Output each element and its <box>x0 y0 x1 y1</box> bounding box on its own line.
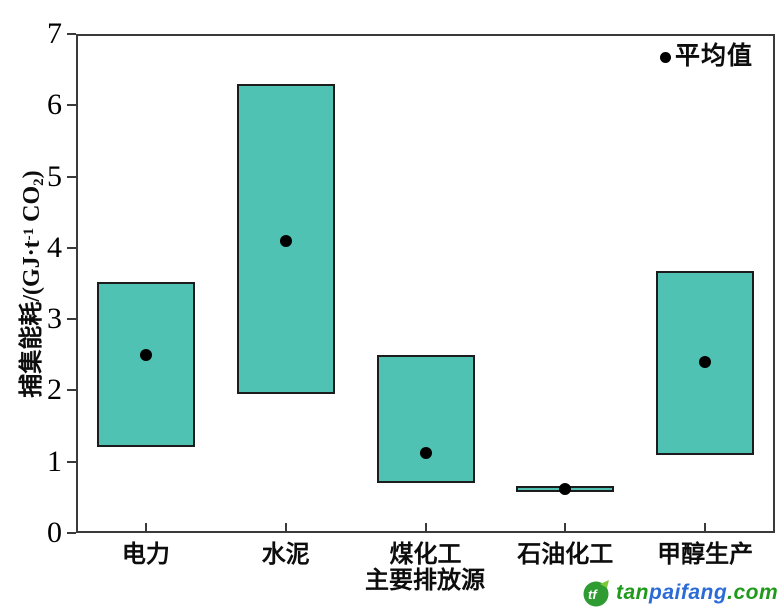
logo-letters: tf <box>588 587 598 602</box>
x-category-label: 甲醇生产 <box>657 542 754 568</box>
y-axis-title-suffix: ) <box>19 170 45 179</box>
mean-point <box>139 348 152 361</box>
y-tick-label: 0 <box>47 516 62 549</box>
mean-dot-icon <box>660 51 671 63</box>
x-category-label: 水泥 <box>261 542 310 568</box>
y-axis-title-subscript: 2 <box>31 178 47 186</box>
y-tick-label: 4 <box>47 230 62 264</box>
x-axis-tick <box>564 523 567 531</box>
tanpaifang-logo-icon: tf <box>583 580 609 607</box>
watermark-paifang: paifang <box>649 581 728 604</box>
y-axis-tick <box>67 460 76 463</box>
legend: 平均值 <box>660 42 753 72</box>
y-axis-tick <box>67 532 76 534</box>
y-tick-label: 1 <box>47 444 62 478</box>
legend-label: 平均值 <box>675 43 754 70</box>
y-tick-label: 6 <box>47 88 62 122</box>
y-axis-title-mid: CO <box>19 185 45 228</box>
watermark-tan: tan <box>616 581 649 604</box>
x-category-label: 石油化工 <box>517 542 614 568</box>
x-axis-tick <box>424 523 427 531</box>
y-axis-tick <box>67 318 76 321</box>
y-axis-tick <box>67 389 76 392</box>
y-tick-label: 2 <box>47 373 62 407</box>
y-axis-title-prefix: 捕集能耗/(GJ·t <box>19 240 45 398</box>
y-axis-tick <box>67 175 76 178</box>
y-tick-label: 5 <box>47 159 62 193</box>
y-axis-title: 捕集能耗/(GJ·t-1 CO2) <box>14 84 47 484</box>
x-axis-title: 主要排放源 <box>365 568 485 594</box>
x-axis-tick <box>704 523 707 531</box>
range-bar <box>376 354 475 484</box>
x-category-label: 电力 <box>121 542 170 568</box>
watermark-com: .com <box>727 581 779 604</box>
y-axis-tick <box>67 104 76 107</box>
watermark-text: tanpaifang.com <box>616 579 778 607</box>
x-axis-tick <box>144 523 147 531</box>
y-axis-tick <box>67 246 76 249</box>
mean-point <box>419 447 432 460</box>
y-axis-title-superscript: -1 <box>21 227 37 241</box>
mean-point <box>279 234 292 247</box>
mean-point <box>559 482 572 495</box>
mean-point <box>699 355 712 368</box>
x-axis-tick <box>284 523 287 531</box>
watermark: tf tanpaifang.com <box>582 579 778 607</box>
y-tick-label: 7 <box>47 17 62 50</box>
y-tick-label: 3 <box>47 302 62 336</box>
y-axis-tick <box>67 33 76 35</box>
x-category-label: 煤化工 <box>389 542 462 568</box>
range-bar <box>96 282 195 448</box>
